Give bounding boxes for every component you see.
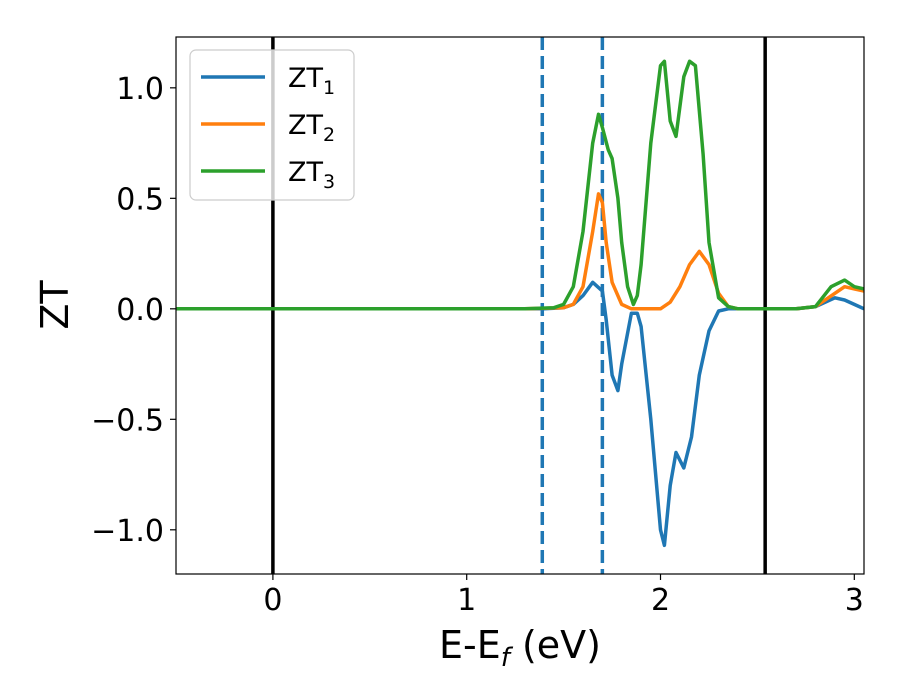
x-axis-label-unit: (eV): [510, 623, 601, 667]
y-tick-label: 1.0: [116, 72, 164, 107]
legend: ZT1 ZT2 ZT3: [189, 49, 355, 201]
series-layer: [176, 59, 864, 548]
legend-label-zt3: ZT3: [288, 157, 335, 193]
x-tick-label: 0: [263, 583, 282, 618]
y-tick-label: −0.5: [91, 403, 164, 438]
legend-label-zt1: ZT1: [288, 63, 335, 99]
x-tick-label: 1: [457, 583, 476, 618]
y-axis-ticks: −1.0 −0.5 0.0 0.5 1.0: [91, 72, 176, 549]
y-axis-label: ZT: [33, 280, 77, 330]
series-line-zt1: [176, 280, 864, 548]
series-line-zt2: [176, 192, 864, 311]
plot-frame: [175, 36, 865, 575]
series-line-zt3: [176, 59, 864, 311]
x-axis-label-main: E-E: [439, 623, 501, 667]
legend-box: [189, 49, 355, 201]
y-tick-label: −1.0: [91, 514, 164, 549]
x-axis-label: E-Ef (eV): [439, 623, 601, 673]
x-tick-label: 3: [845, 583, 864, 618]
x-axis-ticks: 0 1 2 3: [263, 574, 864, 618]
y-tick-label: 0.5: [116, 182, 164, 217]
legend-items: ZT1 ZT2 ZT3: [201, 63, 335, 193]
legend-label-zt2: ZT2: [288, 110, 335, 146]
y-tick-label: 0.0: [116, 293, 164, 328]
x-tick-label: 2: [651, 583, 670, 618]
